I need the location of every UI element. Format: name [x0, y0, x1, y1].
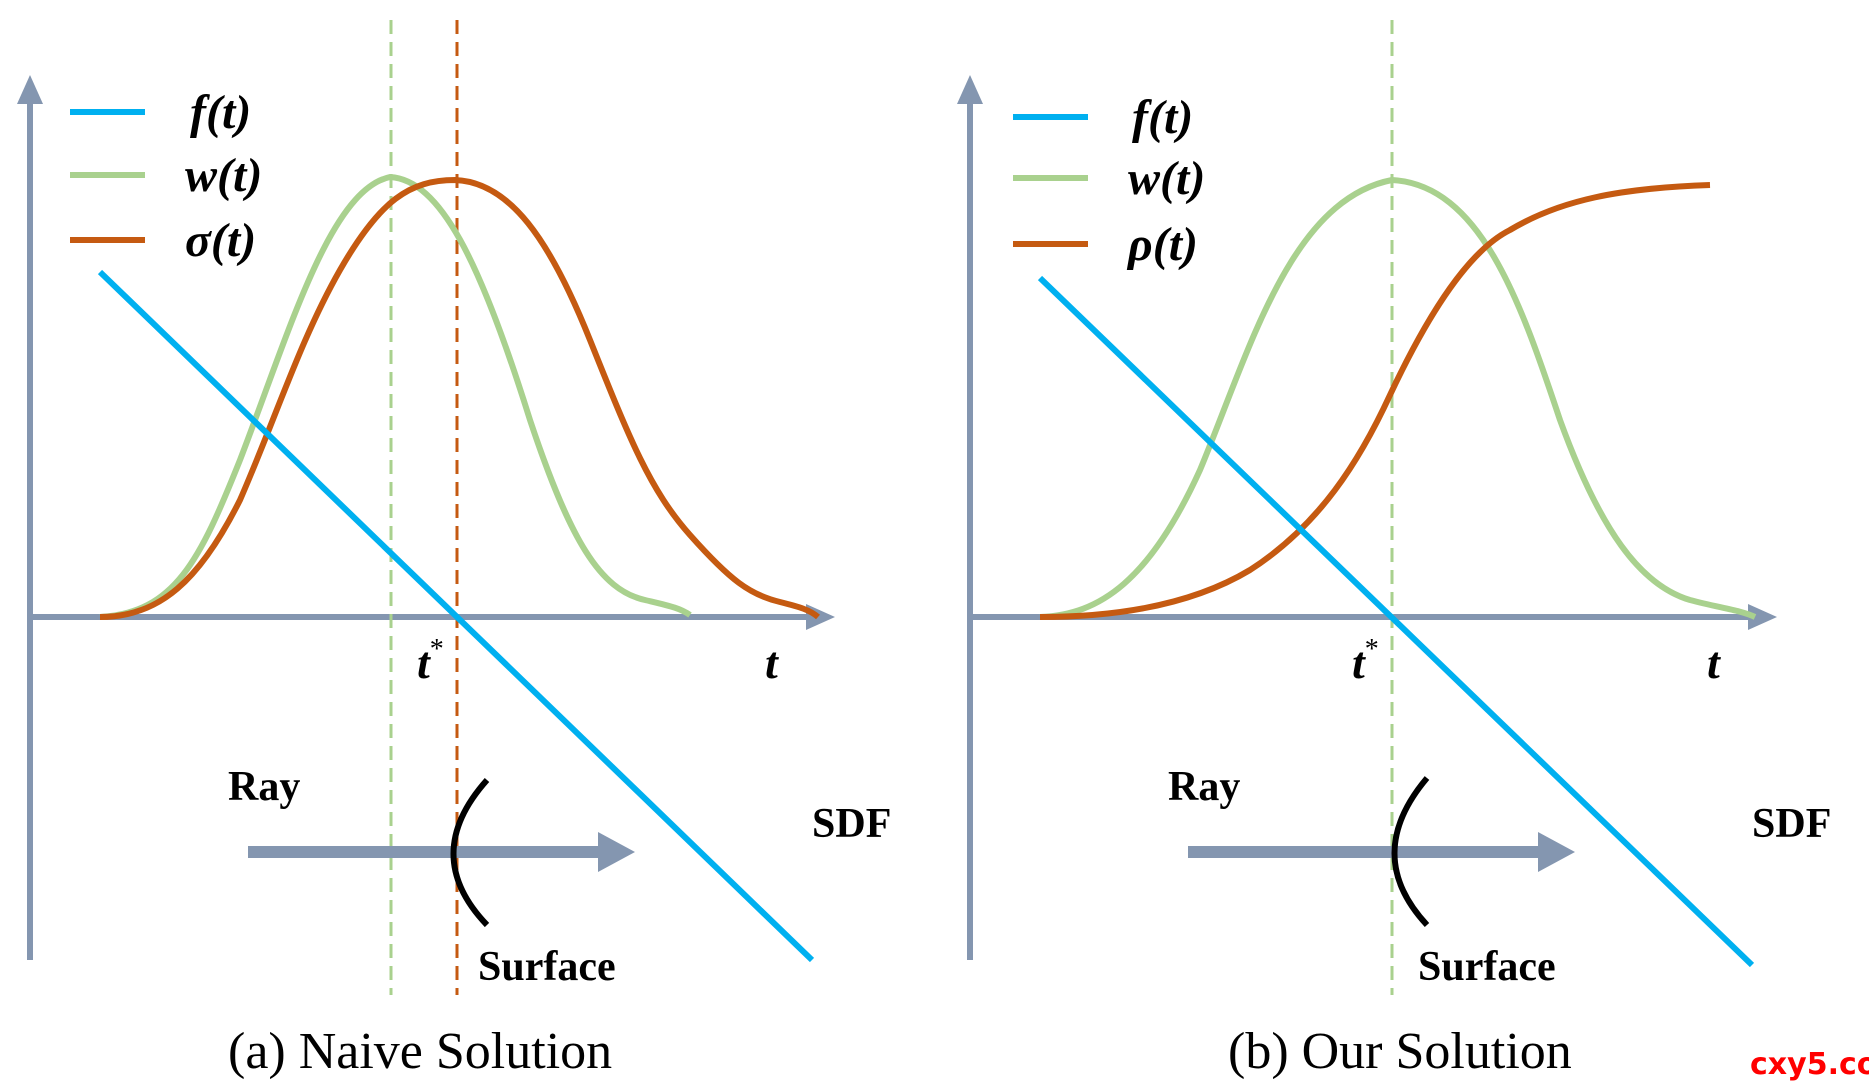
watermark: cxy5.com [1750, 1047, 1869, 1082]
sdf-label: SDF [812, 801, 891, 847]
t-axis-label: t [765, 637, 779, 688]
ray-label: Ray [228, 764, 300, 810]
ray-arrowhead [1538, 832, 1575, 872]
rho-curve [1039, 182, 1711, 620]
legend-f-label: f(t) [190, 86, 251, 139]
tstar-superscript: * [1365, 634, 1379, 665]
legend-w-label: w(t) [185, 149, 262, 202]
panel-b: f(t) w(t) ρ(t) t* t Ray Surface SDF (b) … [957, 20, 1831, 1080]
tstar-superscript: * [430, 634, 444, 665]
x-axis-arrowhead [1748, 604, 1777, 630]
panel-b-caption: (b) Our Solution [1228, 1023, 1572, 1080]
f-line [1037, 275, 1755, 968]
legend-w-label: w(t) [1128, 152, 1205, 205]
legend-rho-label: ρ(t) [1126, 218, 1198, 271]
x-axis-arrowhead [806, 604, 835, 630]
y-axis-arrowhead [957, 75, 983, 104]
y-axis-arrowhead [17, 75, 43, 104]
panel-a: f(t) w(t) σ(t) t* t Ray Surface SDF (a) … [17, 20, 891, 1080]
w-curve [1039, 176, 1757, 620]
sigma-curve [99, 176, 820, 620]
surface-curve [1391, 776, 1430, 928]
ray-arrowhead [598, 832, 635, 872]
surface-label: Surface [1418, 944, 1556, 990]
tstar-label: t* [417, 634, 444, 688]
surface-label: Surface [478, 944, 616, 990]
ray-label: Ray [1168, 764, 1240, 810]
t-axis-label: t [1707, 637, 1721, 688]
panel-a-caption: (a) Naive Solution [228, 1023, 612, 1080]
surface-curve [450, 778, 490, 928]
legend-sigma-label: σ(t) [185, 214, 256, 267]
tstar-label: t* [1352, 634, 1379, 688]
sdf-label: SDF [1752, 801, 1831, 847]
legend-f-label: f(t) [1132, 91, 1193, 144]
f-line [97, 269, 815, 963]
